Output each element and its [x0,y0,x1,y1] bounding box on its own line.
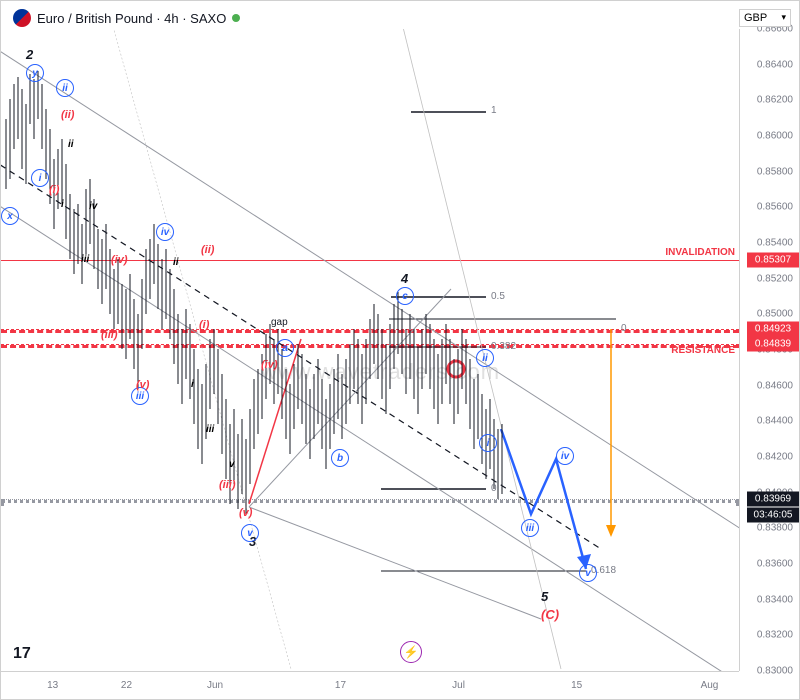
ew-bk-v2: v [229,459,235,470]
fib-lines [1,29,739,671]
ew-v-1: v [241,524,259,542]
y-tick: 0.84200 [757,452,793,463]
y-tick: 0.85800 [757,166,793,177]
currency-label: GBP [744,12,767,24]
invalidation-label: INVALIDATION [665,247,735,258]
channel-lines [1,29,739,671]
ew-iii-2: iii [521,519,539,537]
ew-ii-top: ii [56,79,74,97]
res2-price-tag: 0.84839 [747,337,799,352]
chart-container: Euro / British Pound · 4h · SAXO GBP ▾ w… [0,0,800,700]
y-tick: 0.83600 [757,558,793,569]
y-tick: 0.83000 [757,666,793,677]
ew-i-top: i [31,169,49,187]
ew-bk-iii2: iii [206,424,214,435]
ew-c: c [396,287,414,305]
candles [1,29,739,671]
gap-label: gap [271,317,288,328]
ew-red-i: (i) [49,184,59,196]
market-status-icon [232,14,240,22]
ew-y: y [26,64,44,82]
x-axis[interactable]: 13 22 Jun 17 Jul 15 Aug [1,671,739,699]
y-tick: 0.86000 [757,131,793,142]
ew-ii-2: ii [476,349,494,367]
wave-C: (C) [541,607,559,622]
ew-red-iii2: (iii) [219,479,236,491]
current-price-line [1,499,739,503]
y-tick: 0.85200 [757,273,793,284]
x-tick: 15 [571,680,582,691]
y-tick: 0.83800 [757,523,793,534]
fib-0.382: 0.382 [491,341,516,352]
ew-red-ii: (ii) [61,109,74,121]
ew-iv-1: iv [156,223,174,241]
watermark: www.wavetraders.com [261,359,500,385]
invalidation-price-tag: 0.85307 [747,253,799,268]
res1-price-tag: 0.84923 [747,322,799,337]
ew-red-i2: (i) [199,319,209,331]
x-tick: 17 [335,680,346,691]
ew-red-v: (v) [136,379,149,391]
ew-bk-ii: ii [68,139,74,150]
currency-selector[interactable]: GBP ▾ [739,9,791,27]
fib-0.5: 0.5 [491,291,505,302]
current-price-tag: 0.83969 [747,492,799,507]
y-tick: 0.83200 [757,630,793,641]
pair-flag-icon [13,9,31,27]
chart-header: Euro / British Pound · 4h · SAXO [13,9,240,27]
wave-4: 4 [401,271,408,286]
ew-red-iv: (iv) [111,254,128,266]
ew-red-ii2: (ii) [201,244,214,256]
fib-0-a: 0 [621,323,627,334]
countdown-tag: 03:46:05 [747,508,799,523]
wave-5: 5 [541,589,548,604]
ew-bk-i2: i [191,379,194,390]
ew-bk-iv: iv [89,201,97,212]
y-tick: 0.85400 [757,237,793,248]
resistance-label: RESISTANCE [671,345,735,356]
fib-0-b: 0 [491,483,497,494]
x-tick: 22 [121,680,132,691]
ew-x: x [1,207,19,225]
y-tick: 0.84400 [757,416,793,427]
y-tick: 0.84600 [757,380,793,391]
ew-bk-iii: iii [81,254,89,265]
tradingview-logo-icon: 17 [13,645,31,663]
chevron-down-icon: ▾ [781,12,786,23]
x-tick: Jun [207,680,223,691]
y-tick: 0.86200 [757,95,793,106]
y-tick: 0.85600 [757,202,793,213]
lightning-icon[interactable]: ⚡ [400,641,422,663]
plot-area[interactable]: www.wavetraders.com INVALIDATION RESISTA… [1,29,739,671]
x-tick: Jul [452,680,465,691]
fib-1: 1 [491,105,497,116]
ew-b: b [331,449,349,467]
ew-iv-2: iv [556,447,574,465]
y-tick: 0.86400 [757,59,793,70]
ew-bk-ii2: ii [173,257,179,268]
ew-red-iii: (iii) [101,329,118,341]
ew-i-2: i [479,434,497,452]
resistance-line-2 [1,344,739,348]
chart-title: Euro / British Pound · 4h · SAXO [37,11,226,26]
ew-red-iv2: (iv) [261,359,278,371]
ew-a: a [276,339,294,357]
y-tick: 0.85000 [757,309,793,320]
x-tick: 13 [47,680,58,691]
y-tick: 0.83400 [757,594,793,605]
wave-2: 2 [26,47,33,62]
x-tick: Aug [701,680,719,691]
ew-bk-i: i [61,199,64,210]
ew-red-v2: (v) [239,507,252,519]
ew-v-2: v [579,564,597,582]
